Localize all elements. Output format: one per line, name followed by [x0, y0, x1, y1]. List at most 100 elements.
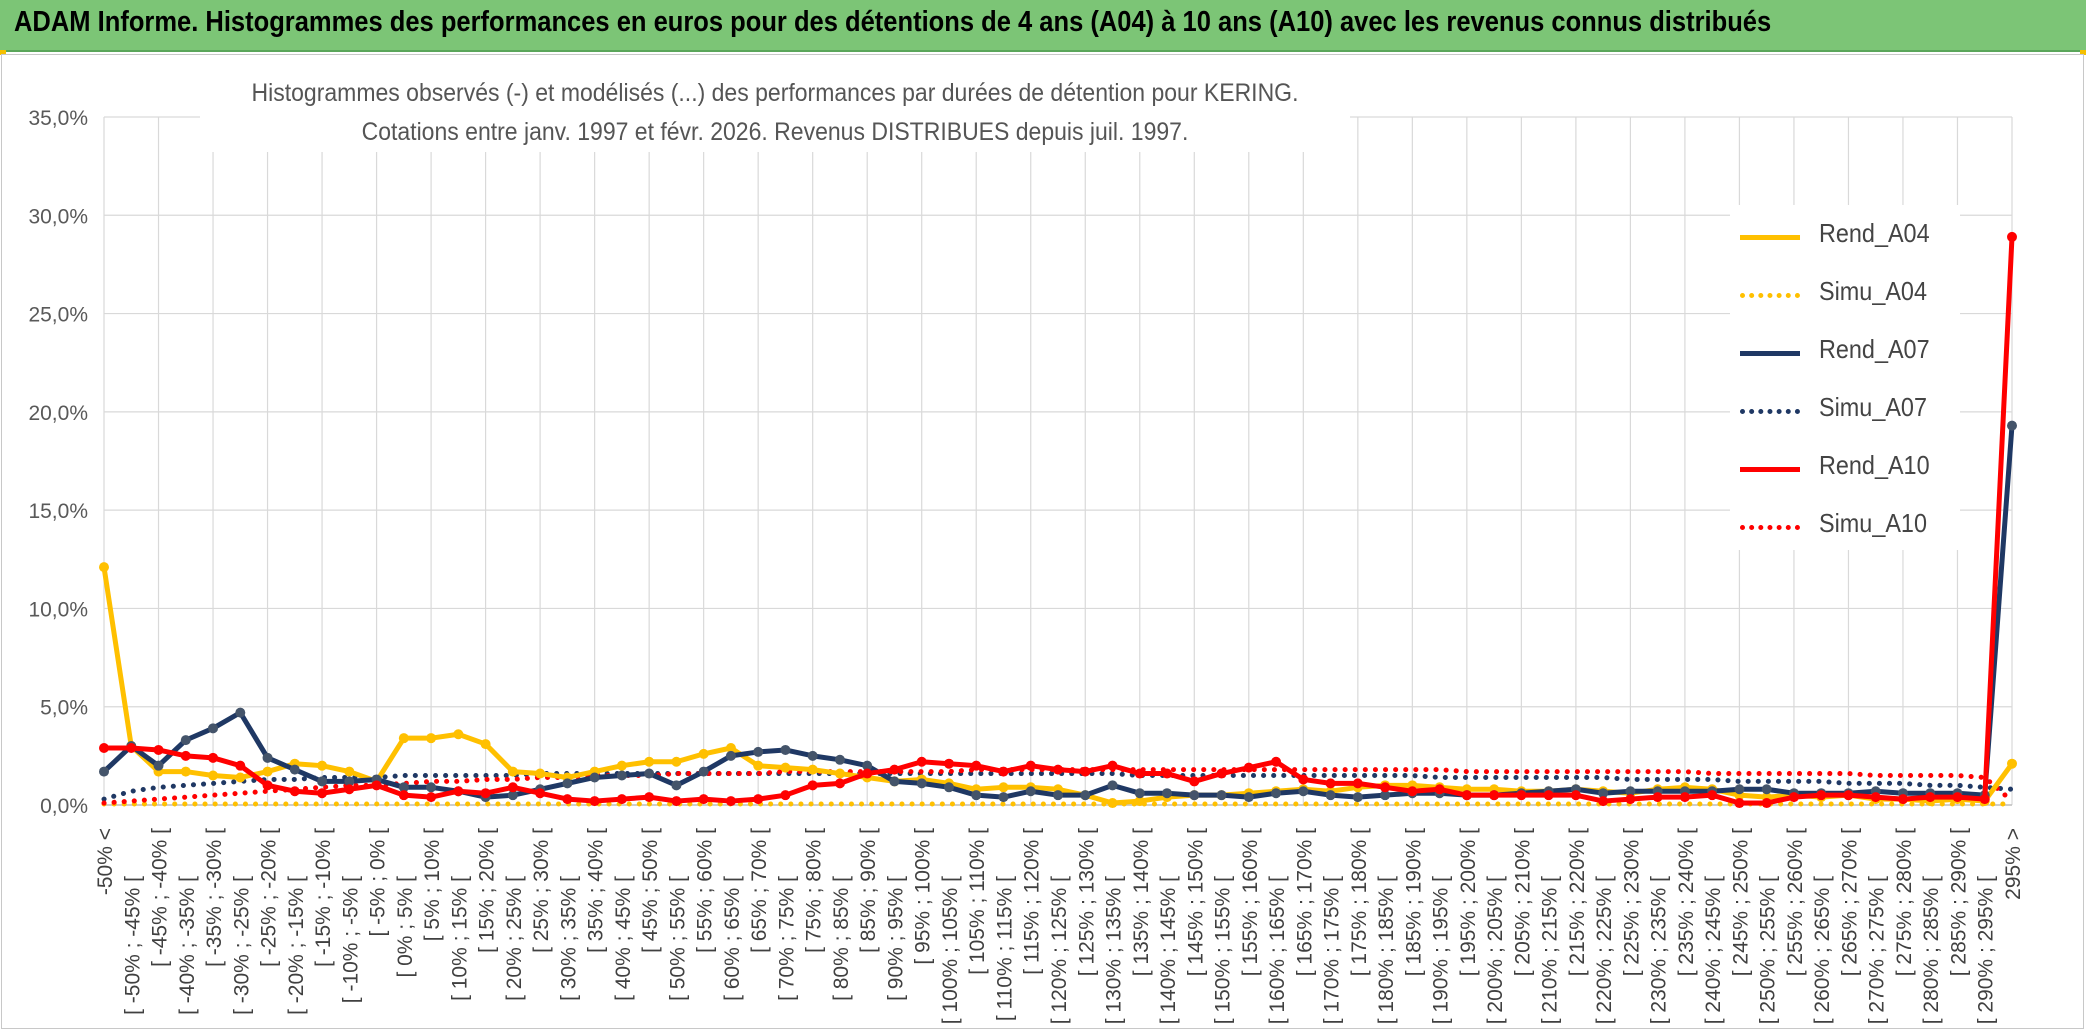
x-tick-label: [ 255% ; 260% [ — [1784, 828, 1807, 976]
x-tick-label: [ 25% ; 30% [ — [530, 828, 553, 953]
data-point-rend-a04 — [2007, 758, 2017, 769]
x-tick-label: [ 220% ; 225% [ — [1593, 876, 1616, 1024]
header-title: ADAM Informe. Histogrammes des performan… — [14, 6, 1772, 38]
data-point-rend-a07 — [1625, 786, 1636, 797]
data-point-rend-a10 — [507, 782, 518, 793]
data-point-rend-a07 — [943, 782, 954, 793]
y-axis: 0,0% 5,0% 10,0% 15,0% 20,0% 25,0% 30,0% 35,0% — [28, 107, 88, 818]
x-tick-label: [ -30% ; -25% [ — [230, 876, 253, 1015]
data-point-rend-a07 — [562, 778, 573, 789]
x-tick-label: [ 285% ; 290% [ — [1947, 828, 1970, 976]
data-point-rend-a10 — [1325, 778, 1336, 789]
data-point-rend-a10 — [262, 780, 273, 791]
header-banner: ADAM Informe. Histogrammes des performan… — [0, 0, 2086, 52]
data-point-rend-a10 — [1788, 792, 1799, 803]
data-point-rend-a07 — [916, 778, 927, 789]
chart-title-line-2: Cotations entre janv. 1997 et févr. 2026… — [361, 118, 1189, 146]
data-point-rend-a07 — [507, 790, 518, 801]
data-point-rend-a10 — [1925, 792, 1936, 803]
data-point-rend-a10 — [1434, 784, 1445, 795]
data-point-rend-a10 — [807, 780, 818, 791]
x-tick-label: [ 125% ; 130% [ — [1075, 828, 1098, 976]
x-tick-label: [ 175% ; 180% [ — [1348, 828, 1371, 976]
data-point-rend-a10 — [208, 752, 219, 763]
x-tick-label: [ 150% ; 155% [ — [1212, 876, 1235, 1024]
data-point-rend-a07 — [180, 735, 191, 746]
x-tick-label: [ 215% ; 220% [ — [1566, 828, 1589, 976]
x-tick-label: [ 130% ; 135% [ — [1103, 876, 1126, 1024]
data-point-rend-a10 — [1216, 768, 1227, 779]
legend-swatch-rend-a07 — [1740, 351, 1800, 356]
data-point-rend-a04 — [1107, 798, 1118, 809]
data-point-rend-a10 — [1570, 790, 1581, 801]
data-point-rend-a10 — [562, 794, 573, 805]
data-point-rend-a04 — [235, 772, 246, 783]
data-point-rend-a10 — [616, 794, 627, 805]
data-point-rend-a10 — [1598, 796, 1609, 807]
chart-title: Histogrammes observés (-) et modélisés (… — [200, 74, 1350, 152]
legend-label-simu-a10: Simu_A10 — [1819, 508, 1927, 538]
data-point-rend-a04 — [344, 766, 355, 777]
data-point-rend-a10 — [1761, 798, 1772, 809]
x-tick-label: [ 290% ; 295% [ — [1975, 876, 1998, 1024]
data-point-rend-a07 — [616, 770, 627, 781]
legend-item-rend-a07: Rend_A07 — [1740, 331, 1960, 371]
x-tick-label: [ 30% ; 35% [ — [557, 876, 580, 1001]
x-tick-label: [ 275% ; 280% [ — [1893, 828, 1916, 976]
data-point-rend-a07 — [589, 772, 600, 783]
data-point-rend-a07 — [1162, 788, 1173, 799]
data-point-rend-a07 — [1598, 788, 1609, 799]
data-point-rend-a10 — [1979, 794, 1990, 805]
data-point-rend-a04 — [262, 766, 273, 777]
data-point-rend-a04 — [180, 766, 191, 777]
x-tick-label: [ 115% ; 120% [ — [1021, 828, 1044, 975]
data-point-rend-a07 — [1271, 788, 1282, 799]
data-point-rend-a04 — [644, 756, 655, 767]
x-tick-label: [ -40% ; -35% [ — [176, 876, 199, 1015]
x-tick-label: [ 190% ; 195% [ — [1430, 876, 1453, 1024]
x-tick-label: [ 145% ; 150% [ — [1184, 828, 1207, 976]
x-tick-label: [ 15% ; 20% [ — [476, 828, 499, 953]
data-point-rend-a10 — [1734, 798, 1745, 809]
data-point-rend-a10 — [398, 790, 409, 801]
x-tick-label: [ 90% ; 95% [ — [884, 876, 907, 1001]
x-tick-label: [ -20% ; -15% [ — [285, 876, 308, 1015]
data-point-rend-a04 — [725, 742, 736, 753]
data-point-rend-a10 — [1543, 790, 1554, 801]
data-point-rend-a10 — [834, 778, 845, 789]
data-point-rend-a10 — [1870, 792, 1881, 803]
data-point-rend-a10 — [1625, 794, 1636, 805]
data-point-rend-a10 — [589, 796, 600, 807]
data-point-rend-a10 — [153, 744, 164, 755]
data-point-rend-a10 — [725, 796, 736, 807]
data-point-rend-a10 — [317, 788, 328, 799]
y-tick-label: 0,0% — [40, 795, 88, 818]
data-point-rend-a07 — [1761, 784, 1772, 795]
y-tick-label: 35,0% — [28, 107, 88, 130]
legend-swatch-simu-a07 — [1740, 409, 1800, 414]
data-point-rend-a07 — [1134, 788, 1145, 799]
data-point-rend-a10 — [344, 784, 355, 795]
data-point-rend-a07 — [889, 776, 900, 787]
data-point-rend-a10 — [289, 786, 300, 797]
data-point-rend-a10 — [1053, 764, 1063, 775]
data-point-rend-a04 — [780, 762, 791, 773]
data-point-rend-a10 — [889, 764, 900, 775]
data-point-rend-a10 — [180, 750, 191, 761]
data-point-rend-a07 — [1216, 790, 1227, 801]
corner-accent-right — [2080, 50, 2086, 55]
series-line-rend-a07 — [102, 425, 2015, 800]
x-tick-label: [ 120% ; 125% [ — [1048, 876, 1071, 1024]
data-point-rend-a10 — [1352, 778, 1363, 789]
data-point-rend-a07 — [1189, 790, 1200, 801]
data-point-rend-a07 — [1325, 790, 1336, 801]
x-tick-label: [ 50% ; 55% [ — [666, 876, 689, 1001]
y-tick-label: 25,0% — [28, 304, 88, 327]
x-tick-label: [ 270% ; 275% [ — [1866, 876, 1889, 1024]
x-axis: -50% <[ -50% ; -45% [[ -45% ; -40% [[ -4… — [94, 804, 2025, 1024]
data-point-rend-a07 — [834, 754, 845, 765]
data-point-rend-a10 — [753, 794, 764, 805]
data-point-rend-a10 — [1461, 790, 1472, 801]
legend-swatch-rend-a10 — [1740, 467, 1800, 472]
x-tick-label: [ 5% ; 10% [ — [421, 828, 444, 941]
